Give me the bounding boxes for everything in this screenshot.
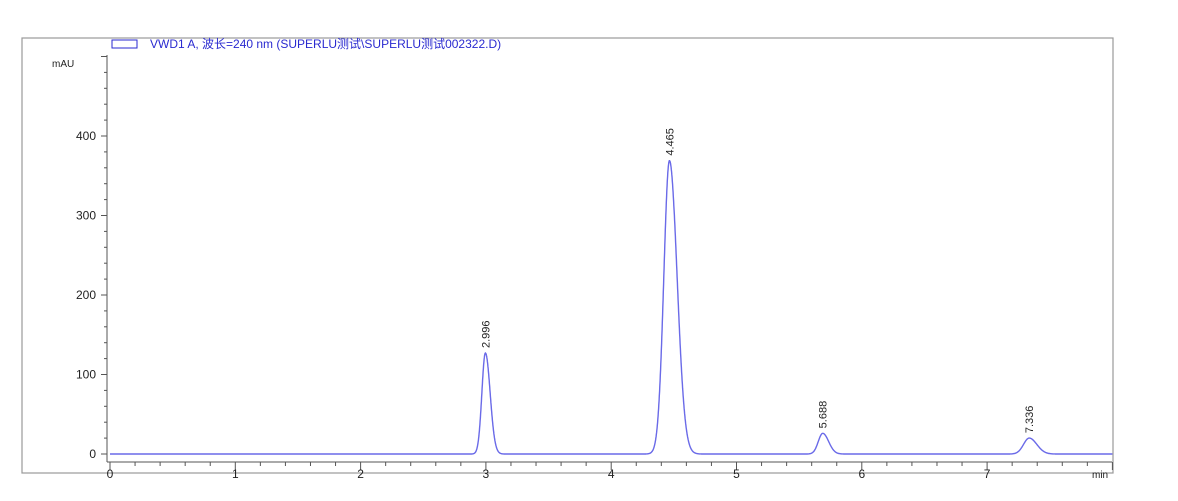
y-tick-label: 200 [76,288,96,302]
x-tick-label: 5 [733,467,740,481]
x-tick-label: 4 [608,467,615,481]
peak-label: 5.688 [818,401,830,429]
peak-label: 7.336 [1024,406,1036,434]
peak-label: 2.996 [480,321,492,349]
x-tick-label: 3 [483,467,490,481]
x-axis-label: min [1092,470,1108,481]
legend-label: VWD1 A, 波长=240 nm (SUPERLU测试\SUPERLU测试00… [150,36,501,51]
x-tick-label: 0 [107,467,114,481]
y-axis-label: mAU [52,59,74,70]
y-tick-label: 100 [76,368,96,382]
legend-swatch [111,39,138,49]
x-tick-label: 1 [232,467,239,481]
chart-frame [21,37,1114,474]
y-tick-label: 0 [89,447,96,461]
peak-label: 4.465 [664,128,676,156]
y-tick-label: 300 [76,209,96,223]
x-tick-label: 6 [858,467,865,481]
x-tick-label: 2 [357,467,364,481]
x-tick-label: 7 [984,467,991,481]
signal-trace [110,160,1113,455]
y-tick-label: 400 [76,129,96,143]
